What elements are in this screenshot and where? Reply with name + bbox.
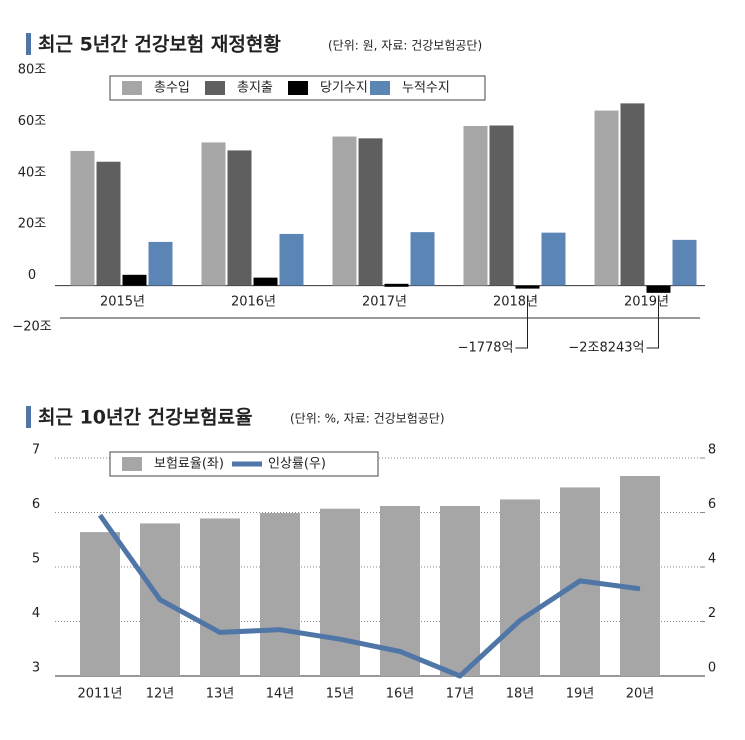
- chart-title: 최근 5년간 건강보험 재정현황: [38, 33, 281, 56]
- y-tick-label: 3: [32, 661, 40, 676]
- x-tick-label: 12년: [146, 687, 175, 702]
- y2-tick-label: 6: [708, 497, 716, 512]
- y2-tick-label: 4: [708, 552, 716, 567]
- bar: [358, 138, 383, 286]
- x-tick-label: 16년: [386, 687, 415, 702]
- y-tick-label: 6: [32, 497, 40, 512]
- chart-subtitle: (단위: 원, 자료: 건강보험공단): [328, 39, 482, 53]
- legend-label: 인상률(우): [268, 457, 326, 472]
- leader-line: [515, 295, 528, 349]
- bar: [96, 161, 121, 286]
- legend-label: 보험료율(좌): [154, 457, 224, 472]
- bar: [620, 103, 645, 286]
- x-tick-label: 2019년: [624, 295, 669, 310]
- bar: [227, 150, 252, 286]
- x-tick-label: 2015년: [100, 295, 145, 310]
- x-tick-label: 17년: [446, 687, 475, 702]
- x-tick-label: 14년: [266, 687, 295, 702]
- legend-label: 총지출: [237, 81, 273, 96]
- x-tick-label: 20년: [626, 687, 655, 702]
- y2-tick-label: 8: [708, 443, 716, 458]
- bar: [201, 142, 226, 286]
- bar: [70, 150, 95, 286]
- x-tick-label: 13년: [206, 687, 235, 702]
- y-tick-label: 60조: [18, 114, 47, 129]
- bar: [541, 232, 566, 286]
- legend-swatch: [370, 81, 390, 95]
- bar: [463, 126, 488, 286]
- line: [97, 513, 641, 679]
- y2-tick-label: 2: [708, 606, 716, 621]
- x-tick-label: 2017년: [362, 295, 407, 310]
- x-tick-label: 18년: [506, 687, 535, 702]
- bar: [80, 532, 120, 676]
- x-tick-label: 2018년: [493, 295, 538, 310]
- legend-swatch: [205, 81, 225, 95]
- data-label: −2조8243억: [568, 341, 644, 356]
- x-tick-label: 2011년: [77, 687, 122, 702]
- y-tick-label: 40조: [18, 165, 47, 180]
- bar: [410, 232, 435, 286]
- y-tick-label: 4: [32, 606, 40, 621]
- y-tick-label: 80조: [18, 63, 47, 78]
- bar: [440, 505, 480, 676]
- leader-line: [646, 295, 659, 349]
- legend-swatch: [288, 81, 308, 95]
- bar: [500, 499, 540, 676]
- title-marker: [26, 406, 31, 428]
- bar: [253, 277, 278, 286]
- bar: [594, 110, 619, 286]
- y-tick-label: −20조: [12, 320, 51, 335]
- legend-label: 누적수지: [402, 81, 450, 96]
- legend-swatch: [122, 457, 142, 471]
- legend-swatch: [122, 81, 142, 95]
- bar: [260, 513, 300, 676]
- bar: [148, 241, 173, 286]
- bar: [515, 285, 540, 289]
- bar: [332, 136, 357, 286]
- x-tick-label: 19년: [566, 687, 595, 702]
- x-tick-label: 15년: [326, 687, 355, 702]
- legend-label: 당기수지: [320, 81, 368, 96]
- legend-label: 총수입: [154, 81, 190, 96]
- y-tick-label: 5: [32, 552, 40, 567]
- bar: [646, 285, 671, 293]
- bar: [279, 233, 304, 286]
- data-label: −1778억: [458, 341, 514, 356]
- bar: [384, 283, 409, 287]
- bar: [620, 475, 660, 676]
- y-tick-label: 0: [28, 268, 36, 283]
- title-marker: [26, 33, 31, 55]
- chart-subtitle: (단위: %, 자료: 건강보험공단): [290, 412, 445, 426]
- y-tick-label: 7: [32, 443, 40, 458]
- bar: [320, 508, 360, 676]
- chart-title: 최근 10년간 건강보험료율: [38, 407, 252, 429]
- bar: [200, 518, 240, 676]
- y-tick-label: 20조: [18, 217, 47, 232]
- x-tick-label: 2016년: [231, 295, 276, 310]
- bar: [489, 125, 514, 286]
- bar: [122, 274, 147, 286]
- y2-tick-label: 0: [708, 661, 716, 676]
- bar: [672, 239, 697, 286]
